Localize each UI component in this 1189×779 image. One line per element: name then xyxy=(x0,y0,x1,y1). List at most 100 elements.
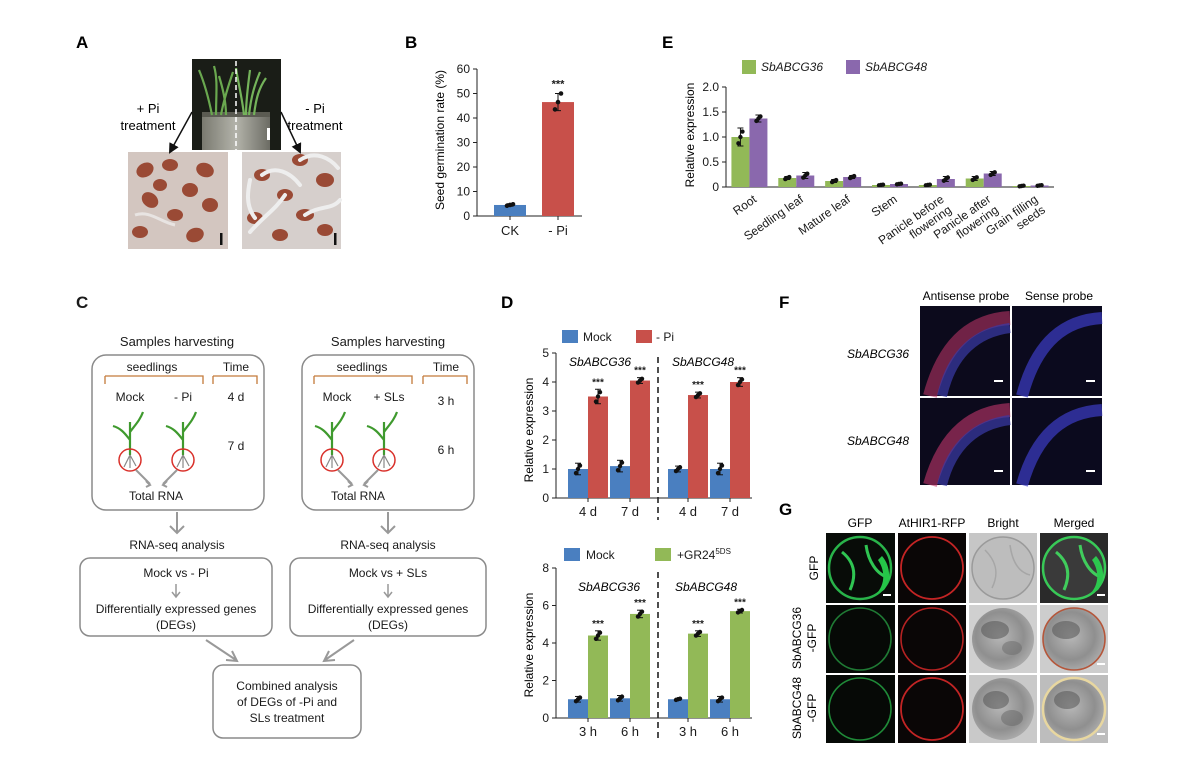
chart-d2-point xyxy=(677,696,683,701)
chart-d2-sig: *** xyxy=(634,598,646,609)
panel-a-letter: A xyxy=(76,33,88,52)
chart-b-x-label: - Pi xyxy=(548,223,568,238)
chart-e-point xyxy=(740,129,745,134)
chart-d1-bar-0-1 xyxy=(610,466,630,498)
panel-f-row1: SbABCG36 xyxy=(847,347,909,361)
chart-b-y-tick-label: 20 xyxy=(457,160,471,174)
chart-e-bar-1-0 xyxy=(749,118,768,187)
chart-d2-point xyxy=(739,607,745,613)
chart-d2-legend-swatch xyxy=(655,548,671,561)
chart-d1-sig: *** xyxy=(592,377,604,388)
chart-d2-point xyxy=(719,695,725,700)
panel-b-letter: B xyxy=(405,33,417,52)
seed-photo-minus-pi xyxy=(242,152,342,249)
workflow-right-analysis: RNA-seq analysis xyxy=(340,538,435,552)
chart-d1-x-label: 4 d xyxy=(679,504,697,519)
chart-b-y-tick-label: 60 xyxy=(457,62,471,76)
chart-b-y-tick-label: 10 xyxy=(457,185,471,199)
chart-d1-gene1: SbABCG36 xyxy=(569,355,631,369)
workflow-left-analysis: RNA-seq analysis xyxy=(129,538,224,552)
chart-d1-point xyxy=(617,463,623,469)
chart-d1-point xyxy=(677,465,683,470)
workflow-left-col1: seedlings xyxy=(127,360,178,374)
chart-e-point xyxy=(974,175,979,180)
chart-d2-y-tick-label: 6 xyxy=(542,599,549,613)
chart-d1-y-tick-label: 3 xyxy=(542,404,549,418)
chart-d1-bar-1-0 xyxy=(588,396,608,498)
chart-b-ylabel: Seed germination rate (%) xyxy=(433,70,447,210)
chart-d2-point xyxy=(593,636,599,641)
chart-d1-gene2: SbABCG48 xyxy=(672,355,734,369)
chart-d1-bar-0-2 xyxy=(668,469,688,498)
chart-d1-point xyxy=(597,389,603,395)
chart-d1-point xyxy=(577,463,583,468)
panel-f-row2: SbABCG48 xyxy=(847,434,909,448)
panel-c: C Samples harvesting seedlings Time Mock… xyxy=(76,293,487,739)
seedling-icon xyxy=(112,411,145,472)
micrograph-antisense-48 xyxy=(920,398,1011,487)
chart-d2-legend-swatch xyxy=(564,548,580,561)
chart-d2-x-label: 3 h xyxy=(579,724,597,739)
seedling-icon xyxy=(314,411,347,472)
micrograph-row3-rfp xyxy=(898,675,966,743)
chart-b-point xyxy=(510,201,516,207)
chart-d1-bar-1-3 xyxy=(730,382,750,498)
micrograph-row2-rfp xyxy=(898,605,966,673)
chart-d2-bar-1-0 xyxy=(588,635,608,718)
chart-d1-point xyxy=(615,467,621,473)
chart-d1-x-label: 7 d xyxy=(621,504,639,519)
chart-d1-bar-1-2 xyxy=(688,395,708,498)
workflow-left-time2: 7 d xyxy=(228,439,245,453)
combined-analysis-box xyxy=(212,664,362,739)
chart-e-point xyxy=(1039,183,1044,188)
workflow-right-title: Samples harvesting xyxy=(331,334,445,349)
workflow-right-time1: 3 h xyxy=(438,394,455,408)
chart-d2-bar-0-0 xyxy=(568,699,588,718)
chart-e-x-label: Grain fillingseeds xyxy=(983,192,1048,249)
chart-d2-x-label: 6 h xyxy=(721,724,739,739)
micrograph-row3-bright xyxy=(969,675,1037,743)
chart-d2-ylabel: Relative expression xyxy=(522,593,536,698)
chart-d1-point xyxy=(717,466,723,472)
panel-g-row2-line2: -GFP xyxy=(805,624,819,653)
workflow-right-time2: 6 h xyxy=(438,443,455,457)
chart-b-x-label: CK xyxy=(501,223,519,238)
chart-e-point xyxy=(880,182,886,187)
chart-d2-bar-1-3 xyxy=(730,611,750,718)
chart-d1-sig: *** xyxy=(734,366,746,377)
panel-g-letter: G xyxy=(779,500,792,519)
chart-d2-bar-1-1 xyxy=(630,613,650,718)
panel-g-col-bright: Bright xyxy=(987,516,1019,530)
chart-b: 0 10 20 30 40 50 60 CK - Pi *** xyxy=(457,62,582,238)
panel-c-letter: C xyxy=(76,293,88,312)
chart-d2-point xyxy=(577,695,583,700)
chart-b-y-tick-label: 30 xyxy=(457,136,471,150)
chart-b-point xyxy=(558,91,564,96)
combined-line2: of DEGs of -Pi and xyxy=(237,695,337,709)
panel-e-letter: E xyxy=(662,33,673,52)
micrograph-row2-gfp xyxy=(826,605,895,673)
chart-d1-y-tick-label: 1 xyxy=(542,462,549,476)
chart-d1-sig: *** xyxy=(692,380,704,391)
combined-line1: Combined analysis xyxy=(236,679,337,693)
chart-e-bar-1-1 xyxy=(796,175,815,187)
plus-pi-label-line1: + Pi xyxy=(137,101,160,116)
chart-b-sig: *** xyxy=(552,79,566,91)
workflow-right-rna: Total RNA xyxy=(331,489,385,503)
workflow-right-compare: Mock vs + SLs xyxy=(349,566,427,580)
chart-d1-legend-swatch xyxy=(562,330,578,343)
chart-d1-point xyxy=(593,399,599,404)
workflow-right-cond1: Mock xyxy=(323,390,353,404)
chart-d2-gene1: SbABCG36 xyxy=(578,580,640,594)
chart-e-bar-0-0 xyxy=(731,137,750,187)
chart-e-point xyxy=(945,175,951,180)
micrograph-antisense-36 xyxy=(920,306,1011,398)
chart-d2-x-label: 6 h xyxy=(621,724,639,739)
chart-d2-x-label: 3 h xyxy=(679,724,697,739)
workflow-left-title: Samples harvesting xyxy=(120,334,234,349)
panel-b: B 0 10 20 30 40 50 60 CK - Pi *** Seed germinatio… xyxy=(405,33,582,238)
seedling-icon xyxy=(366,411,399,472)
